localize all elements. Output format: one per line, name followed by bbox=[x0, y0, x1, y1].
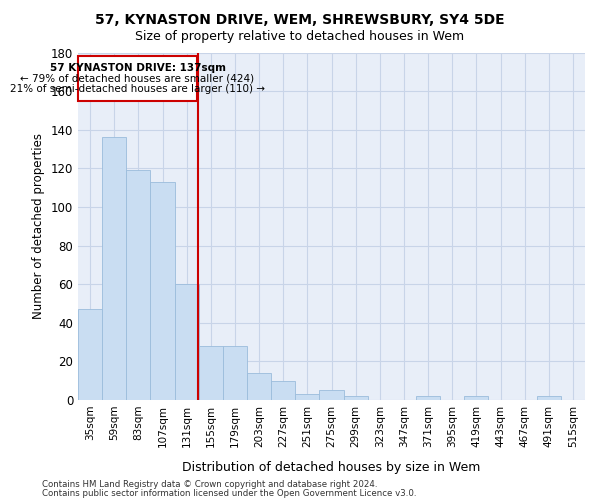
Text: ← 79% of detached houses are smaller (424): ← 79% of detached houses are smaller (42… bbox=[20, 74, 254, 84]
Bar bbox=[102, 138, 126, 400]
Text: Contains public sector information licensed under the Open Government Licence v3: Contains public sector information licen… bbox=[42, 488, 416, 498]
X-axis label: Distribution of detached houses by size in Wem: Distribution of detached houses by size … bbox=[182, 461, 481, 474]
Bar bbox=[223, 346, 247, 400]
Bar bbox=[319, 390, 344, 400]
Bar bbox=[126, 170, 151, 400]
Bar bbox=[344, 396, 368, 400]
Bar bbox=[247, 373, 271, 400]
Bar bbox=[199, 346, 223, 400]
Text: Size of property relative to detached houses in Wem: Size of property relative to detached ho… bbox=[136, 30, 464, 43]
Bar bbox=[271, 380, 295, 400]
Y-axis label: Number of detached properties: Number of detached properties bbox=[32, 133, 45, 320]
Text: Contains HM Land Registry data © Crown copyright and database right 2024.: Contains HM Land Registry data © Crown c… bbox=[42, 480, 377, 489]
Bar bbox=[78, 310, 102, 400]
Text: 21% of semi-detached houses are larger (110) →: 21% of semi-detached houses are larger (… bbox=[10, 84, 265, 94]
Bar bbox=[464, 396, 488, 400]
Bar bbox=[416, 396, 440, 400]
Bar bbox=[151, 182, 175, 400]
Text: 57 KYNASTON DRIVE: 137sqm: 57 KYNASTON DRIVE: 137sqm bbox=[50, 63, 226, 73]
Bar bbox=[295, 394, 319, 400]
Text: 57, KYNASTON DRIVE, WEM, SHREWSBURY, SY4 5DE: 57, KYNASTON DRIVE, WEM, SHREWSBURY, SY4… bbox=[95, 12, 505, 26]
Bar bbox=[175, 284, 199, 400]
Bar bbox=[537, 396, 561, 400]
FancyBboxPatch shape bbox=[78, 56, 197, 101]
